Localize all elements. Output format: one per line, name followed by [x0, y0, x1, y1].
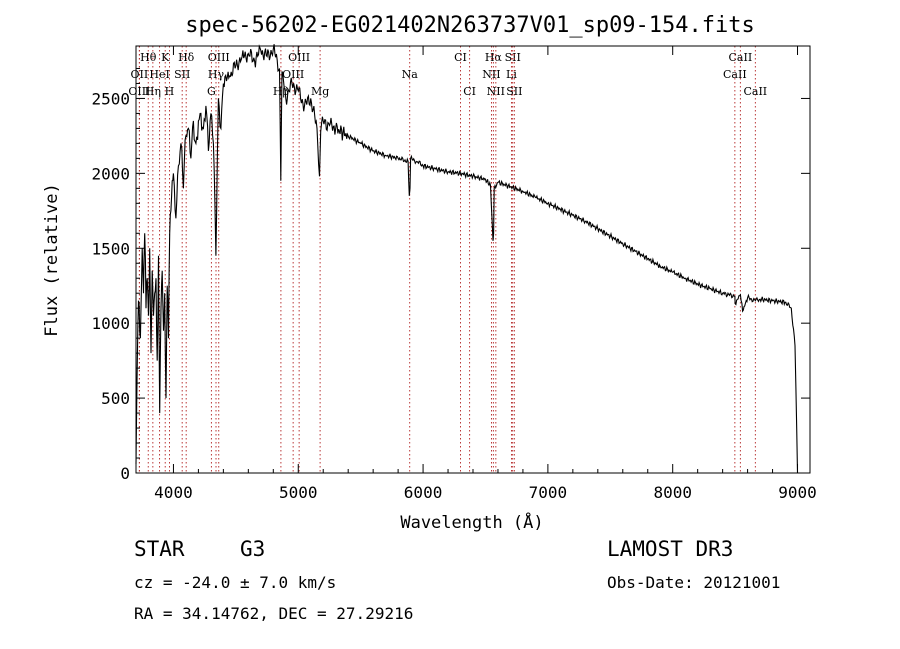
- marker-label-19: Hη: [145, 85, 161, 98]
- y-tick-label-5: 2500: [91, 89, 130, 108]
- marker-label-1: K: [161, 51, 170, 64]
- y-tick-label-4: 2000: [91, 164, 130, 183]
- spectral-subclass: G3: [240, 537, 266, 561]
- flux-series-line: [135, 44, 799, 474]
- plot-frame: [135, 45, 811, 474]
- marker-label-5: CI: [454, 51, 467, 64]
- marker-label-0: Hθ: [140, 51, 157, 64]
- x-tick-label-4: 8000: [653, 483, 692, 502]
- x-tick-label-3: 7000: [529, 483, 568, 502]
- marker-label-8: CaII: [729, 51, 753, 64]
- x-tick-label-1: 5000: [279, 483, 318, 502]
- marker-label-2: Hδ: [178, 51, 195, 64]
- marker-label-18: OIII: [128, 85, 150, 98]
- axis-ticks: 4000 5000 6000 7000 8000 9000 0 500 1000 1500 2000…: [91, 46, 817, 502]
- marker-label-16: Li: [506, 68, 517, 81]
- marker-label-13: OIII: [282, 68, 304, 81]
- marker-label-25: NII: [487, 85, 505, 98]
- chart-title: spec-56202-EG021402N263737V01_sp09-154.f…: [185, 13, 755, 38]
- marker-label-24: CI: [463, 85, 476, 98]
- marker-label-22: Hβ: [273, 85, 289, 98]
- marker-label-7: SII: [505, 51, 521, 64]
- marker-label-15: NII: [482, 68, 500, 81]
- marker-label-3: OIII: [208, 51, 230, 64]
- marker-label-11: SII: [174, 68, 190, 81]
- y-tick-label-0: 0: [120, 464, 130, 483]
- x-tick-label-2: 6000: [404, 483, 443, 502]
- marker-label-21: G: [207, 85, 216, 98]
- marker-label-4: OIII: [288, 51, 310, 64]
- marker-label-10: HeI: [149, 68, 169, 81]
- marker-label-6: Hα: [485, 51, 503, 64]
- marker-label-12: Hγ: [208, 68, 225, 81]
- x-axis-label: Wavelength (Å): [400, 511, 543, 533]
- y-tick-label-1: 500: [101, 389, 130, 408]
- y-tick-label-2: 1000: [91, 314, 130, 333]
- marker-label-17: CaII: [723, 68, 747, 81]
- y-tick-label-3: 1500: [91, 239, 130, 258]
- survey-name: LAMOST DR3: [607, 537, 734, 561]
- marker-label-23: Mg: [311, 85, 329, 98]
- y-axis-label: Flux (relative): [42, 183, 62, 337]
- marker-label-14: Na: [402, 68, 419, 81]
- redshift-text: cz = -24.0 ± 7.0 km/s: [134, 573, 337, 592]
- x-tick-label-5: 9000: [778, 483, 817, 502]
- object-class: STAR: [134, 537, 185, 561]
- marker-label-26: SII: [506, 85, 522, 98]
- obs-date: Obs-Date: 20121001: [607, 573, 781, 592]
- x-tick-label-0: 4000: [154, 483, 193, 502]
- marker-label-27: CaII: [743, 85, 767, 98]
- coordinates-text: RA = 34.14762, DEC = 27.29216: [134, 604, 414, 623]
- marker-label-20: H: [165, 85, 175, 98]
